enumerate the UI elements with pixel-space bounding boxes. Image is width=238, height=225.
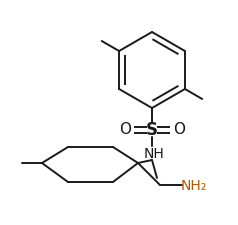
Text: NH: NH <box>144 147 164 161</box>
Text: O: O <box>173 122 185 137</box>
Text: S: S <box>146 121 158 139</box>
Text: NH₂: NH₂ <box>181 179 207 193</box>
Text: O: O <box>119 122 131 137</box>
